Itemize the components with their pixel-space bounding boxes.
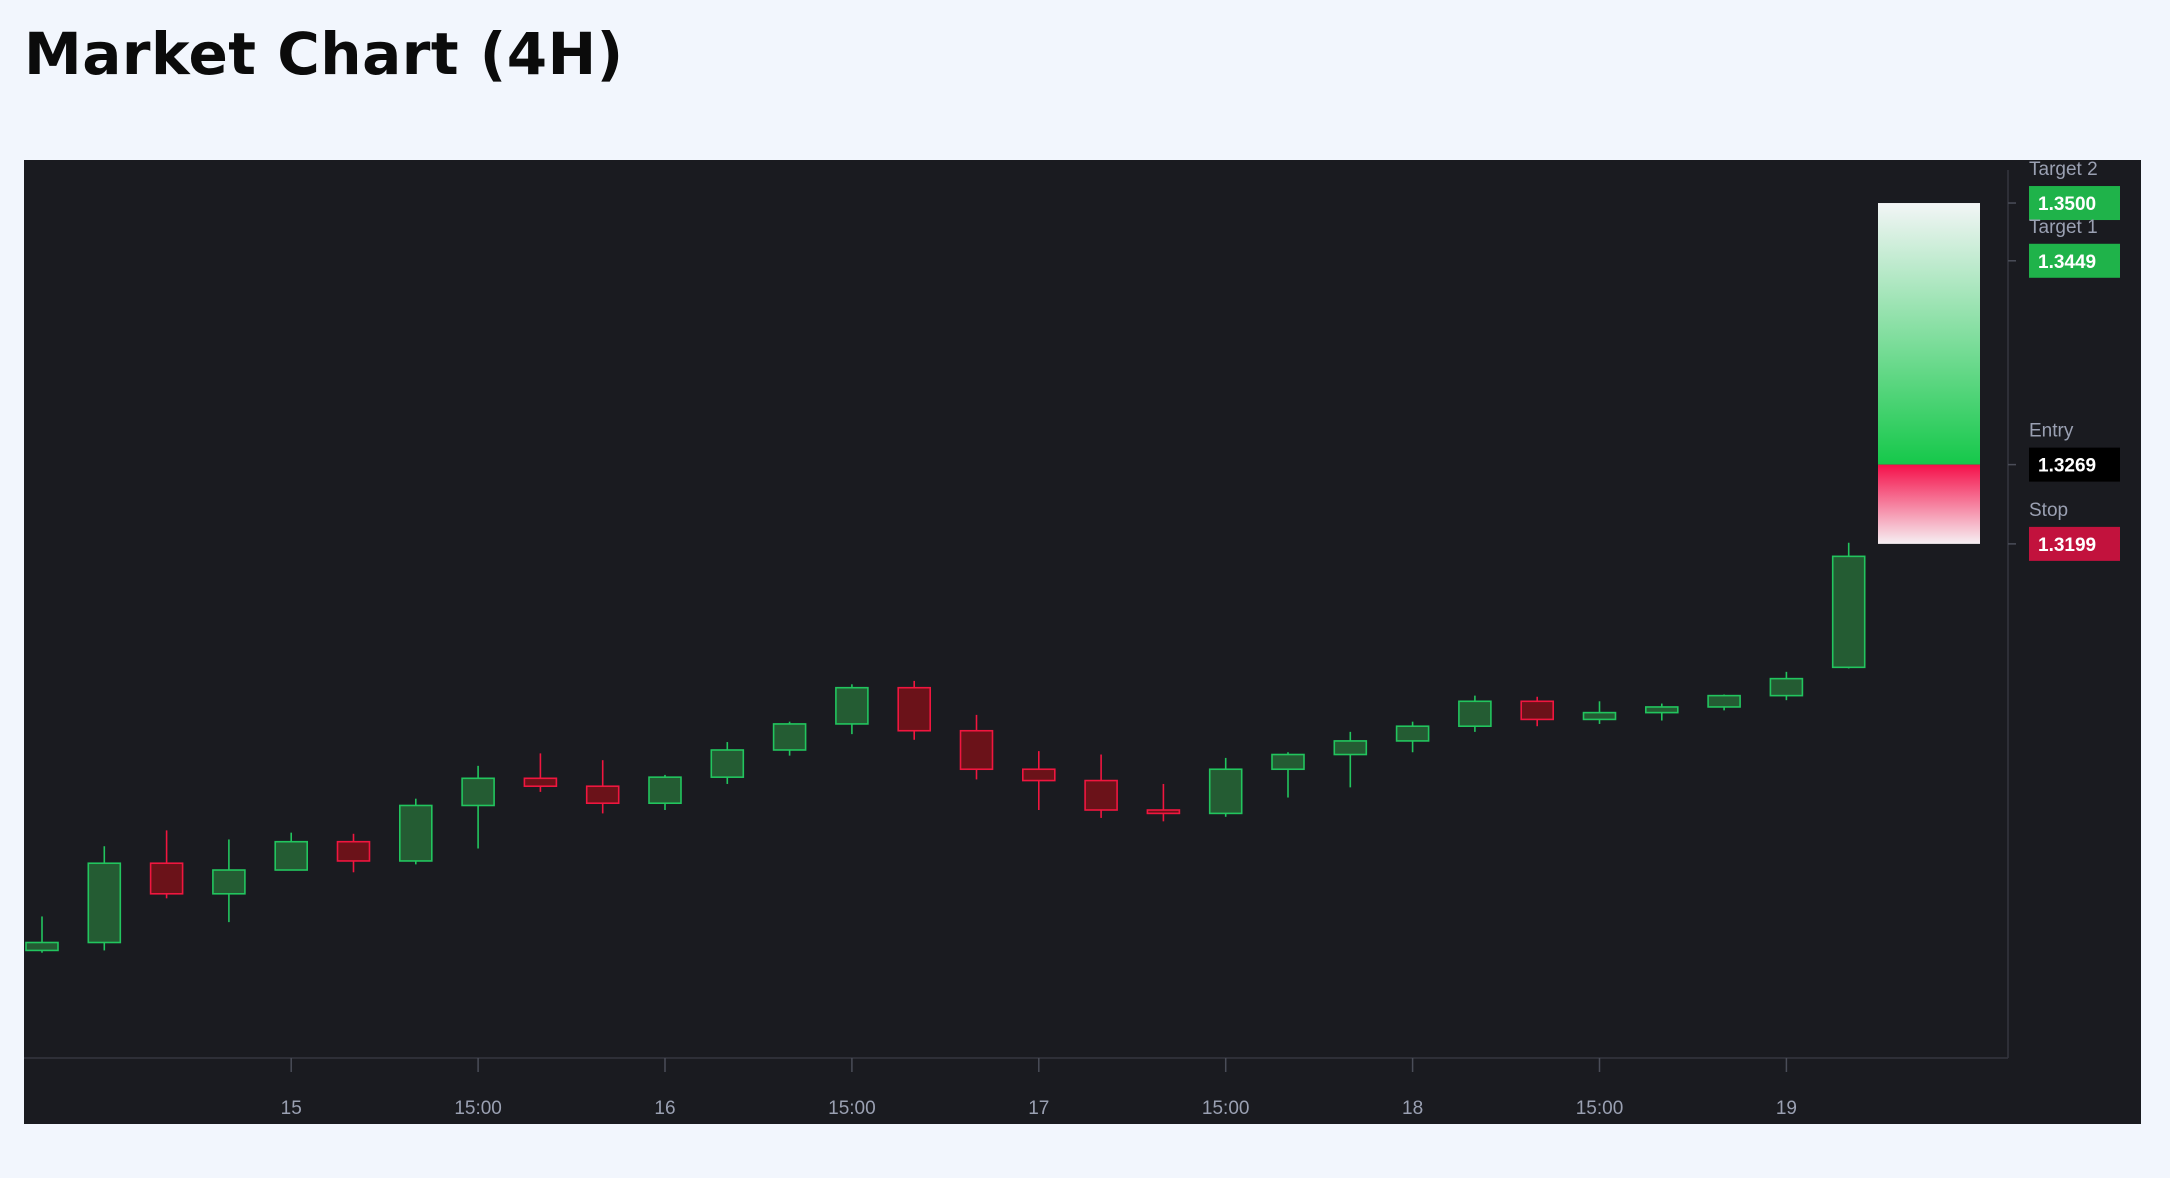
- x-tick-label: 15:00: [828, 1098, 876, 1119]
- x-tick-label: 15: [281, 1098, 302, 1119]
- candle-body: [1021, 768, 1056, 782]
- chart-axes: 15 15:00 16 15:00 17 15:00 18 15:00 19: [24, 170, 2009, 1119]
- candle-bullish[interactable]: [1271, 752, 1305, 798]
- candle-bullish[interactable]: [835, 684, 869, 735]
- candle-body: [1707, 694, 1741, 708]
- candle-bullish[interactable]: [398, 798, 433, 865]
- candle-bullish[interactable]: [274, 832, 308, 871]
- level-caption: Target 2: [2029, 160, 2098, 180]
- candle-body: [523, 777, 558, 788]
- candle-body: [1520, 700, 1554, 721]
- x-tick-label: 15:00: [1202, 1098, 1250, 1119]
- candle-body: [710, 749, 745, 778]
- candle-body: [585, 785, 620, 805]
- candle-bullish[interactable]: [1831, 542, 1866, 669]
- price-level-target-2[interactable]: Target 2 1.3500: [2008, 160, 2120, 221]
- level-value: 1.3500: [2038, 194, 2096, 215]
- candle-bullish[interactable]: [1707, 694, 1741, 711]
- candle-bearish[interactable]: [1146, 783, 1181, 822]
- level-tag-box: [2029, 243, 2120, 278]
- level-tag-box: [2029, 447, 2120, 482]
- level-value: 1.3269: [2038, 456, 2096, 477]
- candles-layer: [25, 542, 1866, 953]
- loss-zone[interactable]: [1878, 464, 1980, 544]
- candle-body: [336, 840, 371, 862]
- candle-bullish[interactable]: [87, 846, 122, 951]
- profit-zone[interactable]: [1878, 203, 1980, 465]
- candle-bullish[interactable]: [1645, 703, 1679, 721]
- candle-body: [959, 729, 994, 771]
- position-zone: [1878, 203, 1980, 544]
- candle-bullish[interactable]: [1458, 695, 1492, 732]
- x-tick-label: 18: [1402, 1098, 1423, 1119]
- candle-bullish[interactable]: [212, 839, 246, 923]
- candle-bearish[interactable]: [523, 753, 558, 792]
- candle-bearish[interactable]: [959, 714, 994, 780]
- candle-bullish[interactable]: [461, 765, 495, 849]
- price-level-entry[interactable]: Entry 1.3269: [2008, 421, 2120, 482]
- candle-bearish[interactable]: [1084, 754, 1118, 818]
- candle-bullish[interactable]: [772, 721, 807, 756]
- level-caption: Target 1: [2029, 217, 2098, 238]
- candle-body: [835, 686, 869, 725]
- x-tick-label: 16: [654, 1098, 675, 1119]
- candle-body: [1271, 753, 1305, 771]
- candle-bearish[interactable]: [149, 830, 184, 899]
- candle-bullish[interactable]: [1208, 757, 1243, 817]
- candlestick-chart[interactable]: 15 15:00 16 15:00 17 15:00 18 15:00 19 Target 2 1…: [24, 160, 2141, 1124]
- candle-bearish[interactable]: [897, 680, 932, 740]
- page-title: Market Chart (4H): [24, 20, 624, 88]
- candle-body: [1395, 725, 1430, 742]
- level-caption: Entry: [2029, 421, 2074, 442]
- candle-body: [1769, 677, 1804, 697]
- price-level-target-1[interactable]: Target 1 1.3449: [2008, 217, 2120, 278]
- candle-body: [1582, 711, 1617, 721]
- candle-body: [149, 862, 184, 895]
- candle-body: [1146, 809, 1181, 815]
- x-tick-label: 15:00: [1576, 1098, 1624, 1119]
- candle-body: [1084, 779, 1118, 811]
- candle-body: [461, 777, 495, 807]
- candle-bullish[interactable]: [1769, 671, 1804, 701]
- x-tick-label: 17: [1028, 1098, 1049, 1119]
- candle-bullish[interactable]: [1333, 731, 1368, 788]
- candle-bearish[interactable]: [1021, 751, 1056, 811]
- candle-body: [212, 869, 246, 895]
- candle-body: [274, 840, 308, 871]
- candle-bearish[interactable]: [336, 833, 371, 873]
- chart-panel[interactable]: 15 15:00 16 15:00 17 15:00 18 15:00 19 Target 2 1…: [24, 160, 2141, 1124]
- x-tick-label: 15:00: [454, 1098, 502, 1119]
- level-tag-box: [2029, 526, 2120, 561]
- candle-body: [772, 723, 807, 751]
- candle-body: [1458, 700, 1492, 728]
- level-value: 1.3449: [2038, 252, 2096, 273]
- candle-body: [398, 804, 433, 862]
- level-tag-box: [2029, 186, 2120, 221]
- candle-bullish[interactable]: [1395, 721, 1430, 753]
- candle-body: [1645, 706, 1679, 714]
- level-value: 1.3199: [2038, 535, 2096, 556]
- candle-bullish[interactable]: [1582, 701, 1617, 724]
- candle-bullish[interactable]: [648, 774, 682, 811]
- x-tick-label: 19: [1776, 1098, 1797, 1119]
- candle-body: [897, 686, 932, 732]
- candle-bearish[interactable]: [1520, 696, 1554, 727]
- candle-body: [25, 941, 59, 952]
- candle-bearish[interactable]: [585, 760, 620, 814]
- candle-body: [87, 862, 122, 944]
- candle-bullish[interactable]: [25, 916, 59, 953]
- level-caption: Stop: [2029, 500, 2068, 521]
- candle-body: [648, 776, 682, 805]
- candle-bullish[interactable]: [710, 742, 745, 784]
- candle-body: [1333, 740, 1368, 756]
- candle-body: [1831, 555, 1866, 669]
- price-level-stop[interactable]: Stop 1.3199: [2008, 500, 2120, 561]
- candle-body: [1208, 768, 1243, 815]
